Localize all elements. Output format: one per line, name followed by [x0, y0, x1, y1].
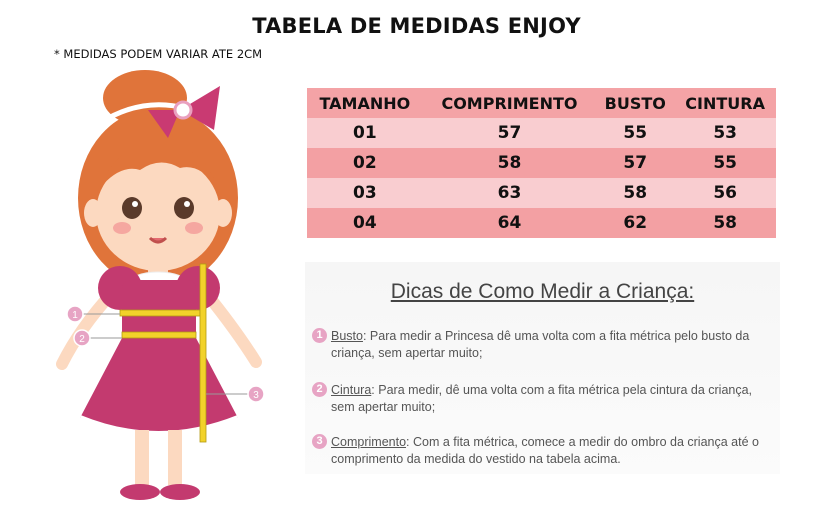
tip-text: : Com a fita métrica, comece a medir do …: [331, 435, 759, 466]
waist-tape: [121, 331, 197, 339]
header-tamanho: TAMANHO: [307, 88, 423, 118]
tip-label: Comprimento: [331, 435, 407, 449]
cell-bust: 57: [596, 148, 675, 178]
svg-text:2: 2: [79, 334, 85, 345]
page-title: TABELA DE MEDIDAS ENJOY: [252, 14, 581, 38]
tip-waist: 2 Cintura: Para medir, dê uma volta com …: [312, 382, 772, 416]
bust-tape: [119, 309, 201, 317]
table-row: 04 64 62 58: [307, 208, 776, 238]
header-cintura: CINTURA: [674, 88, 776, 118]
cell-length: 63: [422, 178, 597, 208]
marker-3-icon: 3: [247, 385, 265, 403]
tip-label: Cintura: [331, 383, 372, 397]
svg-text:1: 1: [72, 310, 78, 321]
right-eye: [174, 197, 194, 219]
cell-length: 58: [422, 148, 597, 178]
tip-text: : Para medir a Princesa dê uma volta com…: [331, 329, 750, 360]
cell-bust: 55: [596, 118, 675, 148]
face: [96, 155, 220, 271]
tip-bust: 1 Busto: Para medir a Princesa dê uma vo…: [312, 328, 772, 362]
dress-skirt: [80, 338, 238, 432]
tip-text: : Para medir, dê uma volta com a fita mé…: [331, 383, 753, 414]
cell-bust: 58: [596, 178, 675, 208]
table-row: 01 57 55 53: [307, 118, 776, 148]
table-row: 02 58 57 55: [307, 148, 776, 178]
cell-size: 03: [307, 178, 423, 208]
size-table: TAMANHO COMPRIMENTO BUSTO CINTURA 01 57 …: [307, 88, 776, 238]
table-row: 03 63 58 56: [307, 178, 776, 208]
left-shoe: [120, 484, 160, 500]
cell-waist: 58: [674, 208, 776, 238]
table-header-row: TAMANHO COMPRIMENTO BUSTO CINTURA: [307, 88, 776, 118]
length-tape: [199, 263, 207, 443]
cell-waist: 55: [674, 148, 776, 178]
measurement-note: * MEDIDAS PODEM VARIAR ATE 2CM: [54, 47, 263, 61]
tip-length: 3 Comprimento: Com a fita métrica, comec…: [312, 434, 772, 468]
cell-bust: 62: [596, 208, 675, 238]
cell-waist: 53: [674, 118, 776, 148]
marker-2-icon: 2: [73, 329, 91, 347]
tip-number-3-icon: 3: [312, 434, 327, 449]
cell-waist: 56: [674, 178, 776, 208]
left-eye: [122, 197, 142, 219]
right-shoe: [160, 484, 200, 500]
svg-text:3: 3: [253, 390, 259, 401]
tip-number-2-icon: 2: [312, 382, 327, 397]
marker-1-icon: 1: [66, 305, 84, 323]
tip-label: Busto: [331, 329, 363, 343]
cell-size: 04: [307, 208, 423, 238]
cell-size: 01: [307, 118, 423, 148]
tips-panel: Dicas de Como Medir a Criança: 1 Busto: …: [305, 262, 780, 474]
cell-size: 02: [307, 148, 423, 178]
tip-number-1-icon: 1: [312, 328, 327, 343]
tips-title: Dicas de Como Medir a Criança:: [390, 280, 695, 303]
girl-illustration: 1 2 3: [56, 70, 265, 500]
header-busto: BUSTO: [596, 88, 675, 118]
cell-length: 57: [422, 118, 597, 148]
cell-length: 64: [422, 208, 597, 238]
header-comprimento: COMPRIMENTO: [422, 88, 597, 118]
bangs: [100, 146, 218, 188]
bow-icon: [180, 86, 220, 130]
